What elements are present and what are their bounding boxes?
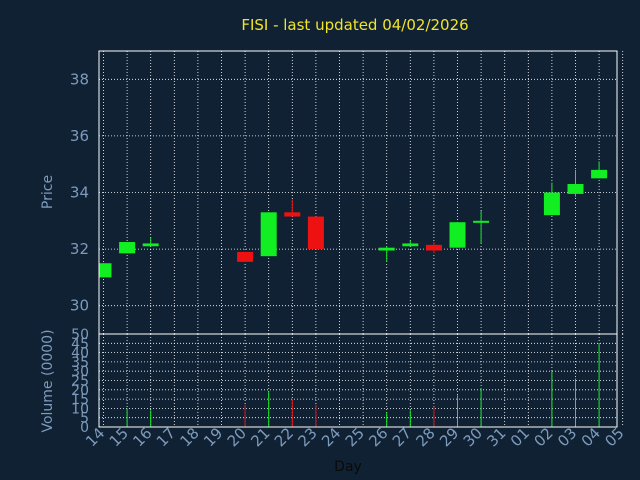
volume-y-tick-label: 45 — [71, 336, 89, 352]
volume-frame — [98, 333, 618, 428]
volume-y-tick-label: 35 — [71, 355, 89, 371]
candle-body — [591, 169, 608, 179]
volume-bars — [126, 343, 600, 427]
candle-body — [237, 251, 254, 262]
volume-y-tick-label: 0 — [80, 420, 89, 436]
volume-y-tick-label: 50 — [71, 327, 89, 343]
candle-body — [543, 192, 560, 216]
chart-title: FISI - last updated 04/02/2026 — [241, 16, 468, 34]
candle-body — [449, 222, 466, 248]
candle-body — [284, 212, 301, 217]
candle-body — [402, 243, 419, 247]
price-panel: 30 32 34 36 38 Price — [40, 50, 624, 335]
volume-y-tick-label: 15 — [71, 392, 89, 408]
candle-body — [307, 216, 324, 250]
candle-body — [142, 243, 159, 247]
candle-body — [378, 247, 395, 251]
price-y-tick-label: 30 — [70, 297, 89, 315]
x-axis-ticks: 1415161718192021222324252627282930310102… — [82, 424, 627, 450]
volume-y-tick-label: 20 — [71, 383, 89, 399]
price-y-ticks: 30 32 34 36 38 — [70, 70, 89, 314]
volume-y-tick-label: 30 — [71, 364, 89, 380]
candle-body — [260, 212, 277, 257]
price-axis-label: Price — [40, 175, 56, 209]
volume-y-tick-label: 5 — [80, 411, 89, 427]
candle-body — [567, 184, 584, 194]
volume-axis-label: Volume (0000) — [40, 329, 56, 432]
volume-y-tick-label: 40 — [71, 346, 89, 362]
price-y-tick-label: 32 — [70, 240, 89, 258]
price-y-tick-label: 34 — [70, 184, 89, 202]
candle-body — [119, 242, 136, 254]
candles — [99, 161, 608, 278]
candle-body — [99, 263, 112, 278]
candle-body — [473, 220, 490, 223]
x-axis-label: Day — [334, 459, 362, 475]
price-y-tick-label: 38 — [70, 70, 89, 88]
volume-y-tick-label: 25 — [71, 374, 89, 390]
candle-body — [425, 244, 442, 251]
volume-y-tick-label: 10 — [71, 401, 89, 417]
price-y-tick-label: 36 — [70, 127, 89, 145]
